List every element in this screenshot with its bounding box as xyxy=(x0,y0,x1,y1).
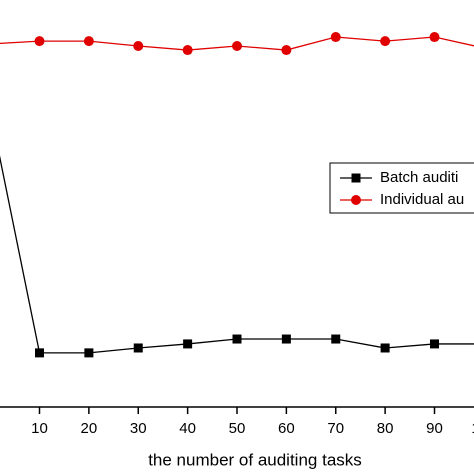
data-point xyxy=(34,36,45,47)
x-tick-label: 100 xyxy=(471,420,474,437)
data-point xyxy=(133,40,144,51)
x-tick-label: 60 xyxy=(278,420,295,437)
legend-marker xyxy=(351,195,361,205)
x-tick-label: 30 xyxy=(130,420,147,437)
data-point xyxy=(429,32,440,43)
legend-marker xyxy=(351,173,361,183)
x-axis-title: the number of auditing tasks xyxy=(148,450,362,469)
data-point xyxy=(380,343,390,353)
x-tick-label: 80 xyxy=(377,420,394,437)
x-tick-label: 50 xyxy=(229,420,246,437)
series-line xyxy=(0,155,474,354)
data-point xyxy=(330,32,341,43)
data-point xyxy=(133,343,143,353)
data-point xyxy=(281,334,291,344)
legend-box xyxy=(329,162,474,214)
data-point xyxy=(183,339,193,349)
data-point xyxy=(232,40,242,51)
x-tick-label: 10 xyxy=(31,420,48,437)
data-point xyxy=(84,348,94,358)
data-point xyxy=(331,334,341,344)
data-point xyxy=(380,36,391,47)
x-tick-label: 90 xyxy=(426,420,443,437)
x-tick-label: 70 xyxy=(327,420,344,437)
x-tick-label: 20 xyxy=(81,420,98,437)
legend-label: Individual au xyxy=(380,191,464,208)
data-point xyxy=(35,348,44,358)
legend-label: Batch auditi xyxy=(380,169,458,186)
data-point xyxy=(182,45,193,56)
x-tick-label: 40 xyxy=(179,420,196,437)
data-point xyxy=(430,339,439,349)
data-point xyxy=(281,45,292,56)
data-point xyxy=(83,36,94,47)
data-point xyxy=(232,334,242,344)
